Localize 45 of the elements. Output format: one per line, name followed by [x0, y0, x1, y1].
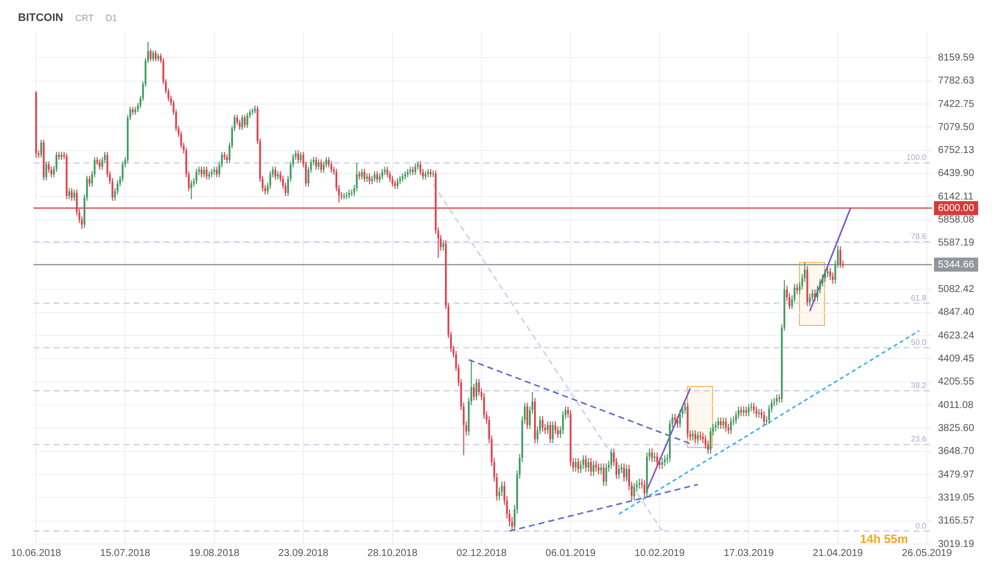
ref-line-label: 5344.66 — [938, 259, 975, 270]
y-tick-label: 4623.24 — [938, 330, 975, 342]
y-tick-label: 6142.11 — [938, 191, 974, 202]
y-tick-label: 7422.75 — [938, 98, 975, 110]
y-tick-label: 6752.13 — [938, 145, 975, 156]
text: CRT — [75, 13, 94, 23]
y-tick-label: 4409.45 — [938, 353, 975, 364]
x-tick-label: 10.06.2018 — [11, 548, 62, 559]
y-tick-label: 3019.19 — [938, 538, 975, 550]
annotation: 38.2 — [910, 380, 927, 390]
y-tick-label: 3825.60 — [938, 422, 975, 434]
y-tick-label: 8159.59 — [938, 52, 975, 64]
x-tick-label: 17.03.2019 — [724, 548, 774, 559]
y-tick-label: 3165.57 — [938, 516, 975, 527]
x-tick-label: 10.02.2019 — [634, 548, 686, 559]
x-tick-label: 23.09.2018 — [278, 548, 329, 559]
annotation: 23.6 — [910, 434, 927, 444]
y-tick-label: 3479.97 — [938, 469, 975, 480]
x-tick-label: 28.10.2018 — [367, 548, 418, 559]
y-tick-label: 3319.05 — [938, 492, 975, 504]
y-tick-label: 4205.55 — [938, 376, 975, 388]
y-tick-label: 4011.08 — [938, 400, 974, 411]
chart-title: BITCOIN — [18, 12, 64, 24]
x-tick-label: 26.05.2019 — [902, 548, 952, 559]
annotation: 0.0 — [915, 521, 927, 530]
x-tick-label: 02.12.2018 — [456, 548, 507, 559]
annotation: 50.0 — [910, 338, 927, 347]
x-tick-label: 15.07.2018 — [100, 548, 151, 559]
y-tick-label: 5587.19 — [938, 238, 975, 249]
y-tick-label: 5082.42 — [938, 284, 975, 296]
ref-line-label: 6000.00 — [938, 202, 975, 214]
y-tick-label: 3648.70 — [938, 446, 975, 458]
annotation: 78.6 — [910, 232, 927, 242]
x-tick-label: 19.08.2018 — [189, 548, 240, 559]
annotation: 14h 55m — [860, 532, 908, 546]
y-tick-label: 7782.63 — [938, 76, 975, 87]
annotation: 100.0 — [906, 153, 927, 162]
x-tick-label: 06.01.2019 — [546, 548, 596, 559]
y-tick-label: 4847.40 — [938, 307, 975, 318]
y-tick-label: 5858.08 — [938, 214, 975, 226]
y-tick-label: 7079.50 — [938, 122, 975, 133]
y-tick-label: 6439.90 — [938, 168, 975, 180]
annotation: 61.8 — [910, 293, 927, 302]
x-tick-label: 21.04.2019 — [812, 548, 864, 559]
text: D1 — [106, 13, 118, 23]
